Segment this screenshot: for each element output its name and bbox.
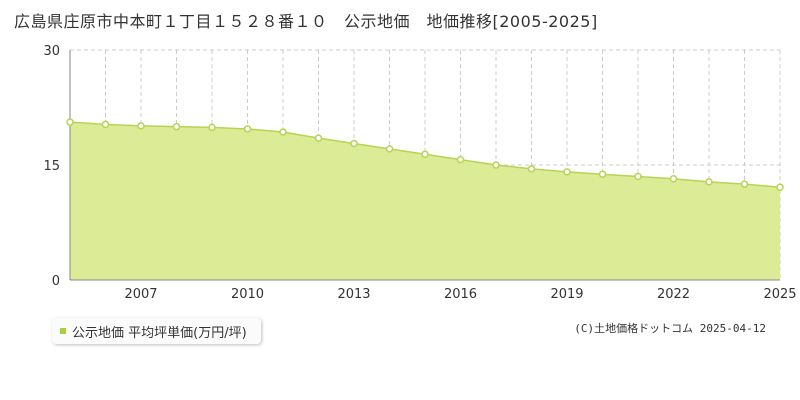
data-point [350,139,358,148]
data-point [634,172,642,181]
area-fill [70,122,780,280]
x-tick-label: 2022 [657,287,690,302]
data-point [243,125,252,133]
data-points [66,118,784,191]
data-point [101,120,110,129]
data-point [137,122,145,130]
data-point [66,118,74,126]
x-tick-label: 2019 [550,287,583,302]
y-gridlines [70,49,780,166]
data-point [598,170,607,178]
y-tick-label: 30 [43,44,60,59]
x-tick-label: 2025 [763,287,796,302]
data-point [314,134,323,142]
data-point [208,123,216,132]
data-point [492,161,500,169]
data-point [279,128,287,136]
data-point [421,150,429,159]
x-tick-label: 2016 [444,287,477,302]
data-point [172,122,181,131]
x-tick-label: 2010 [231,287,264,302]
data-point [456,155,465,164]
y-tick-label: 0 [52,274,60,289]
data-point [705,178,713,186]
x-tick-label: 2007 [124,287,157,302]
legend-label: 公示地価 平均坪単価(万円/坪) [72,325,247,341]
legend: 公示地価 平均坪単価(万円/坪) [52,318,261,344]
data-point [669,175,678,183]
y-tick-label: 15 [43,159,60,174]
data-point [527,165,536,173]
x-tick-labels: 2007 2010 2013 2016 2019 2022 2025 [124,287,796,302]
chart-title: 広島県庄原市中本町１丁目１５２８番１０ 公示地価 地価推移[2005-2025] [14,12,598,31]
data-point [776,183,784,191]
copyright-text: (C)土地価格ドットコム 2025-04-12 [574,322,766,335]
y-tick-labels: 0 15 30 [43,44,60,289]
legend-swatch [60,328,66,334]
data-point [385,145,394,153]
x-tick-label: 2013 [337,287,370,302]
data-point [740,180,749,188]
data-point [563,168,571,176]
